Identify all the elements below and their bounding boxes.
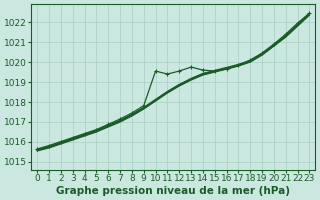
X-axis label: Graphe pression niveau de la mer (hPa): Graphe pression niveau de la mer (hPa)	[56, 186, 290, 196]
